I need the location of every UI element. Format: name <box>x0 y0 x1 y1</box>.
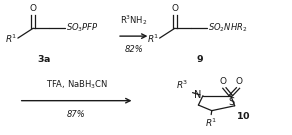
Text: $R^1$: $R^1$ <box>147 33 159 45</box>
Text: $\mathbf{10}$: $\mathbf{10}$ <box>236 110 250 121</box>
Text: $R^3$: $R^3$ <box>176 79 189 91</box>
Text: $R^1$: $R^1$ <box>5 33 17 45</box>
Text: $SO_3PFP$: $SO_3PFP$ <box>66 22 99 34</box>
Text: O: O <box>171 4 178 13</box>
Text: S: S <box>229 97 235 107</box>
Text: $SO_2NHR_2$: $SO_2NHR_2$ <box>208 22 247 34</box>
Text: 87%: 87% <box>67 110 86 119</box>
Text: N: N <box>194 90 202 100</box>
Text: 82%: 82% <box>124 45 143 54</box>
Text: $R^1$: $R^1$ <box>205 117 217 129</box>
Text: O: O <box>236 77 243 86</box>
Text: $\mathbf{9}$: $\mathbf{9}$ <box>196 53 204 64</box>
Text: TFA, NaBH$_3$CN: TFA, NaBH$_3$CN <box>46 79 107 91</box>
Text: $\mathbf{3a}$: $\mathbf{3a}$ <box>37 53 51 64</box>
Text: R$^3$NH$_2$: R$^3$NH$_2$ <box>120 13 147 27</box>
Text: O: O <box>30 4 37 13</box>
Text: O: O <box>220 77 227 86</box>
